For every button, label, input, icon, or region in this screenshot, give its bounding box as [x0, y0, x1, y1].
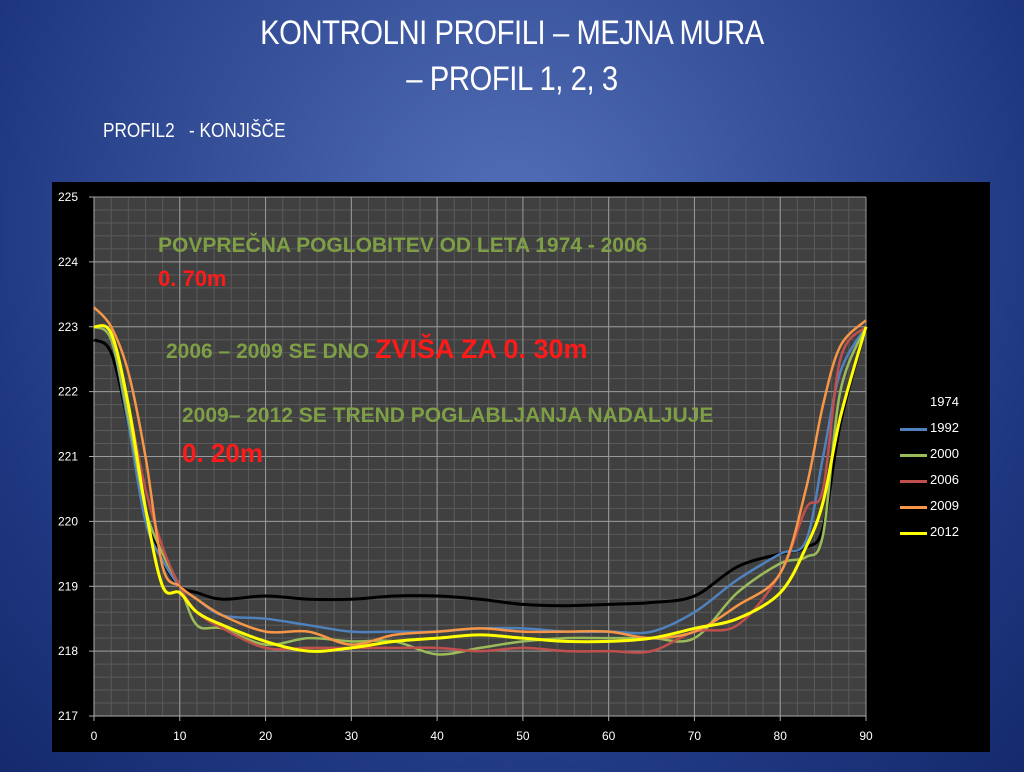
svg-text:20: 20 [259, 729, 273, 743]
svg-text:224: 224 [58, 255, 78, 269]
annotation-2: 2006 – 2009 SE DNO ZVIŠA ZA 0. 30m [166, 334, 588, 365]
legend-swatch [900, 532, 927, 535]
legend-swatch [900, 402, 927, 405]
legend-swatch [900, 480, 927, 483]
svg-text:0: 0 [91, 729, 98, 743]
annotation-3-text: 2009– 2012 SE TREND POGLABLJANJA NADALJU… [182, 404, 714, 427]
svg-text:225: 225 [58, 190, 78, 204]
svg-text:223: 223 [58, 320, 78, 334]
svg-text:30: 30 [345, 729, 359, 743]
svg-text:10: 10 [173, 729, 187, 743]
legend-label: 2000 [930, 446, 959, 461]
svg-text:221: 221 [58, 450, 78, 464]
annotation-2-value: ZVIŠA ZA 0. 30m [374, 334, 588, 364]
slide-title-line1: KONTROLNI PROFILI – MEJNA MURA [260, 14, 764, 52]
svg-text:90: 90 [859, 729, 873, 743]
svg-text:80: 80 [774, 729, 788, 743]
chart-legend: 1974 1992 2000 2006 2009 2012 [896, 394, 986, 550]
legend-item-1974: 1974 [896, 394, 986, 420]
svg-text:219: 219 [58, 579, 78, 593]
svg-text:220: 220 [58, 514, 78, 528]
series-line-2009 [93, 306, 867, 646]
legend-label: 2009 [930, 498, 959, 513]
series-line-2000 [93, 325, 868, 656]
svg-text:70: 70 [688, 729, 702, 743]
annotation-1-value: 0. 70m [158, 266, 227, 291]
legend-item-1992: 1992 [896, 420, 986, 446]
annotation-3-value: 0. 20m [182, 438, 263, 468]
legend-swatch [900, 506, 927, 509]
legend-swatch [900, 454, 927, 457]
svg-text:50: 50 [516, 729, 530, 743]
series-line-2012 [93, 324, 868, 653]
legend-label: 2006 [930, 472, 959, 487]
svg-text:222: 222 [58, 385, 78, 399]
legend-item-2009: 2009 [896, 498, 986, 524]
annotation-1-text: POVPREČNA POGLOBITEV OD LETA 1974 - 2006 [158, 234, 648, 257]
legend-label: 2012 [930, 524, 959, 539]
svg-text:218: 218 [58, 644, 78, 658]
line-chart: 0 10 20 30 40 50 60 70 80 90 217 218 219 220 221 222 223… [58, 190, 873, 743]
legend-label: 1974 [930, 394, 959, 409]
slide-subtitle: PROFIL2 - KONJIŠČE [103, 120, 286, 142]
svg-text:40: 40 [430, 729, 444, 743]
legend-item-2000: 2000 [896, 446, 986, 472]
chart-container: 0 10 20 30 40 50 60 70 80 90 217 218 219 220 221 222 223… [52, 182, 990, 752]
svg-text:60: 60 [602, 729, 616, 743]
legend-item-2006: 2006 [896, 472, 986, 498]
legend-swatch [900, 428, 927, 431]
annotation-2-text: 2006 – 2009 SE DNO [166, 340, 375, 363]
slide-title-line2: – PROFIL 1, 2, 3 [406, 60, 618, 98]
legend-item-2012: 2012 [896, 524, 986, 550]
svg-text:217: 217 [58, 709, 78, 723]
legend-label: 1992 [930, 420, 959, 435]
